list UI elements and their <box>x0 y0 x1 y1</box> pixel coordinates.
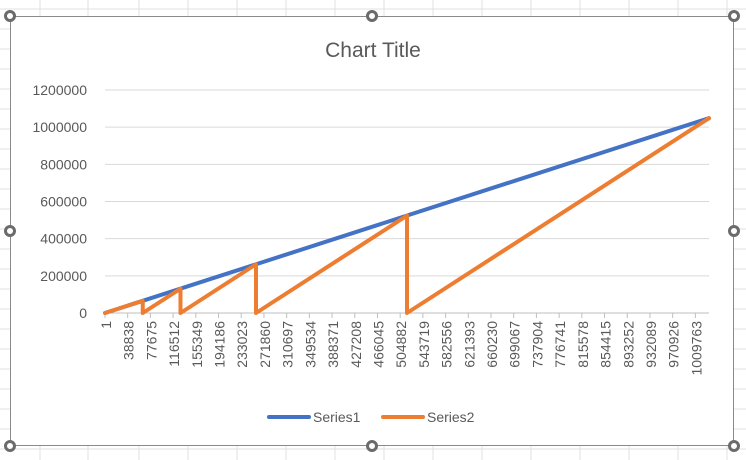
x-tick-label: 504882 <box>393 321 409 368</box>
x-tick-label: 349534 <box>302 321 318 368</box>
x-tick-label: 1 <box>98 321 114 329</box>
x-tick-label: 699067 <box>507 321 523 368</box>
chart-title[interactable]: Chart Title <box>325 39 421 62</box>
chart-area[interactable]: Chart Title 0 200000 400000 600000 800000 100… <box>10 16 734 446</box>
x-tick-label: 310697 <box>280 321 296 368</box>
x-tick-label: 970926 <box>666 321 682 368</box>
legend[interactable]: Series1 Series2 <box>267 409 475 425</box>
x-tick-label: 271860 <box>257 321 273 368</box>
chart-canvas: Chart Title 0 200000 400000 600000 800000 100… <box>32 39 711 425</box>
x-tick-label: 776741 <box>552 321 568 368</box>
y-tick-label: 800000 <box>40 156 87 172</box>
x-tick-label: 893252 <box>620 321 636 368</box>
y-tick-label: 200000 <box>40 268 87 284</box>
x-tick-label: 38838 <box>121 321 137 360</box>
x-tick-label: 466045 <box>370 321 386 368</box>
y-tick-label: 600000 <box>40 194 87 210</box>
x-tick-label: 233023 <box>234 321 250 368</box>
x-tick-label: 194186 <box>212 321 228 368</box>
x-tick-label: 155349 <box>189 321 205 368</box>
resize-handle-top-left[interactable] <box>4 10 16 22</box>
x-tick-label: 621393 <box>461 321 477 368</box>
x-tick-label: 116512 <box>166 321 182 367</box>
legend-label-series2: Series2 <box>427 409 475 425</box>
resize-handle-top-right[interactable] <box>728 10 740 22</box>
legend-label-series1: Series1 <box>313 409 361 425</box>
resize-handle-bottom-left[interactable] <box>4 440 16 452</box>
x-tick-label: 582556 <box>439 321 455 368</box>
series-layer <box>103 116 711 315</box>
x-tick-label: 854415 <box>598 321 614 368</box>
resize-handle-middle-right[interactable] <box>728 225 740 237</box>
resize-handle-bottom-center[interactable] <box>366 440 378 452</box>
x-tick-label: 932089 <box>643 321 659 368</box>
x-tick-label: 77675 <box>143 321 159 360</box>
y-tick-label: 1000000 <box>32 119 87 135</box>
y-axis-labels: 0 200000 400000 600000 800000 1000000 1200000 <box>32 82 87 321</box>
series-line-series2[interactable] <box>103 116 711 315</box>
resize-handle-bottom-right[interactable] <box>728 440 740 452</box>
y-tick-label: 1200000 <box>32 82 87 98</box>
x-tick-label: 737904 <box>529 321 545 368</box>
resize-handle-top-center[interactable] <box>366 10 378 22</box>
x-tick-label: 543719 <box>416 321 432 368</box>
y-tick-label: 400000 <box>40 231 87 247</box>
resize-handle-middle-left[interactable] <box>4 225 16 237</box>
x-axis: 1 38838 77675 116512 155349 194186 233023 27186… <box>98 312 709 376</box>
x-tick-label: 1009763 <box>688 321 704 376</box>
x-tick-label: 660230 <box>484 321 500 368</box>
x-tick-label: 427208 <box>348 321 364 368</box>
x-tick-label: 388371 <box>325 321 341 368</box>
x-tick-label: 815578 <box>575 321 591 368</box>
y-tick-label: 0 <box>79 305 87 321</box>
